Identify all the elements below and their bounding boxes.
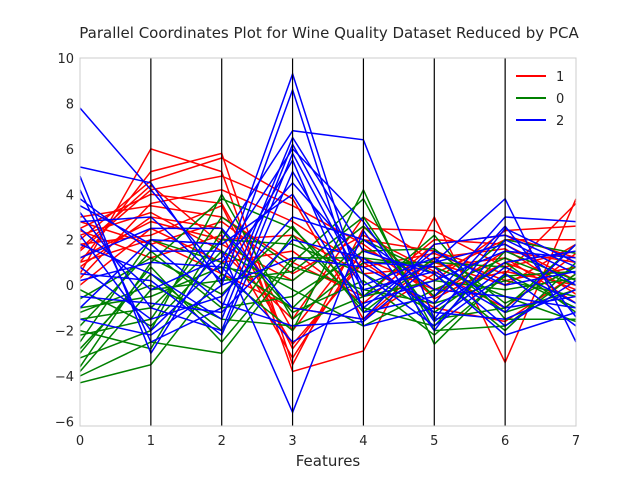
series-0-line-3 <box>79 192 577 359</box>
series-2-line-17 <box>79 205 577 327</box>
y-tick-label-4: 2 <box>66 234 74 249</box>
chart-title: Parallel Coordinates Plot for Wine Quali… <box>79 24 579 42</box>
y-tick-label-7: −4 <box>55 370 74 385</box>
series-2-line-5 <box>79 151 577 332</box>
x-tick-labels: 0 1 2 3 4 5 6 7 <box>76 434 580 449</box>
series-2-line-12 <box>79 238 577 320</box>
series-2-line-16 <box>79 147 577 323</box>
y-tick-labels: 10 8 6 4 2 0 −2 −4 −6 <box>55 52 74 430</box>
y-tick-label-8: −6 <box>55 415 74 430</box>
y-tick-label-2: 6 <box>66 143 74 158</box>
y-tick-label-5: 0 <box>66 279 74 294</box>
legend-label-2: 2 <box>556 114 564 129</box>
feature-axis-lines <box>150 58 506 426</box>
legend: 1 0 2 <box>516 70 564 129</box>
legend-label-1: 1 <box>556 70 564 85</box>
legend-label-0: 0 <box>556 92 564 107</box>
y-tick-label-0: 10 <box>57 52 74 67</box>
series-layer <box>79 71 577 415</box>
series-2-line-13 <box>79 193 577 310</box>
series-0-line-7 <box>79 248 577 327</box>
series-2-line-11 <box>79 250 577 343</box>
series-0-line-10 <box>79 225 577 309</box>
series-2-line-15 <box>79 169 577 337</box>
series-0-line-13 <box>79 257 577 354</box>
y-tick-label-3: 4 <box>66 188 74 203</box>
series-2-line-4 <box>79 198 577 415</box>
series-2-line-9 <box>79 227 577 321</box>
series-1-line-0 <box>79 147 577 373</box>
x-tick-label-7: 7 <box>572 434 580 449</box>
series-2-line-7 <box>79 181 577 332</box>
x-tick-label-2: 2 <box>218 434 226 449</box>
series-0-line-12 <box>79 229 577 350</box>
series-2-line-14 <box>79 224 577 336</box>
x-tick-label-6: 6 <box>501 434 509 449</box>
x-tick-label-3: 3 <box>288 434 296 449</box>
series-2-line-6 <box>79 158 577 327</box>
series-2 <box>79 71 577 415</box>
x-axis-label: Features <box>296 452 361 470</box>
x-tick-label-1: 1 <box>147 434 155 449</box>
y-tick-label-1: 8 <box>66 97 74 112</box>
series-0-line-14 <box>79 250 577 327</box>
x-tick-label-4: 4 <box>359 434 367 449</box>
series-0-line-6 <box>79 215 577 336</box>
series-2-line-10 <box>79 216 577 321</box>
plot-frame <box>79 57 577 427</box>
series-2-line-3 <box>79 135 577 344</box>
series-2-line-8 <box>79 142 577 327</box>
x-tick-label-0: 0 <box>76 434 84 449</box>
x-tick-label-5: 5 <box>430 434 438 449</box>
series-0-line-11 <box>79 224 577 314</box>
y-tick-label-6: −2 <box>55 325 74 340</box>
series-2-line-1 <box>79 87 577 314</box>
series-2-line-2 <box>79 129 577 355</box>
